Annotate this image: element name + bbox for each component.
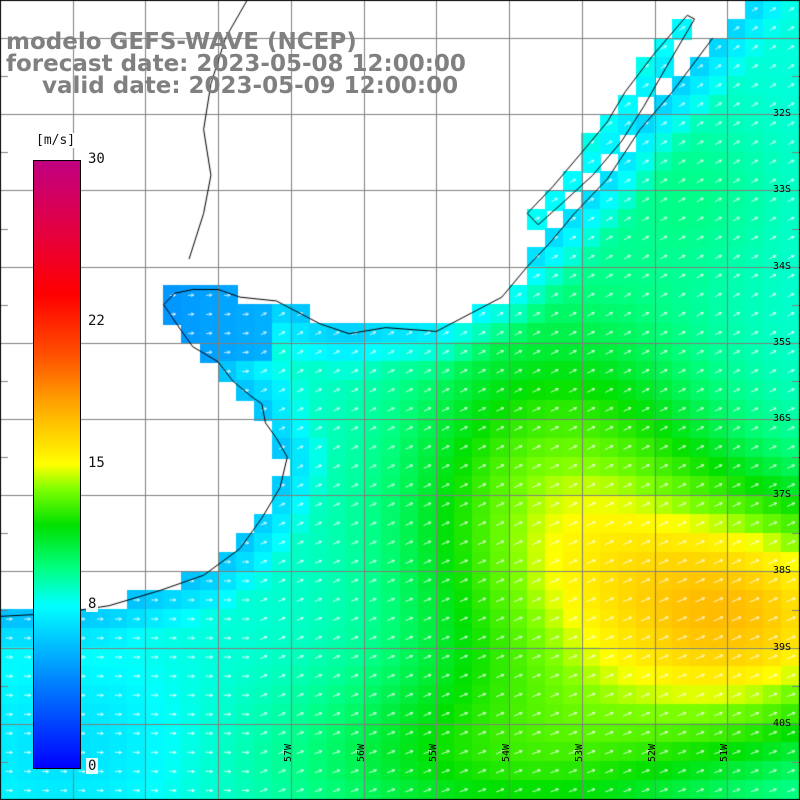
longitude-label: 53W xyxy=(573,743,585,762)
latitude-label: 40S xyxy=(773,717,792,729)
colorbar-tick-label: 22 xyxy=(86,312,107,329)
valid-date: valid date: 2023-05-09 12:00:00 xyxy=(42,73,459,99)
model-title: modelo GEFS-WAVE (NCEP) xyxy=(6,29,357,55)
longitude-label: 52W xyxy=(646,743,658,762)
latitude-label: 35S xyxy=(773,336,792,348)
latitude-label: 36S xyxy=(773,413,792,425)
latitude-label: 33S xyxy=(773,184,792,196)
longitude-label: 55W xyxy=(428,743,440,762)
latitude-label: 38S xyxy=(773,565,792,577)
colorbar-unit: [m/s] xyxy=(34,133,78,148)
colorbar xyxy=(33,160,81,769)
latitude-label: 32S xyxy=(773,108,792,120)
colorbar-tick-label: 30 xyxy=(86,151,107,167)
colorbar-tick-label: 0 xyxy=(86,758,99,774)
longitude-label: 56W xyxy=(355,743,367,762)
longitude-label: 54W xyxy=(501,743,513,762)
longitude-label: 51W xyxy=(719,743,731,762)
colorbar-tick-label: 8 xyxy=(86,596,99,613)
longitude-label: 57W xyxy=(282,743,294,762)
latitude-label: 34S xyxy=(773,260,792,272)
latitude-label: 39S xyxy=(773,641,792,653)
latitude-label: 37S xyxy=(773,489,792,501)
colorbar-tick-label: 15 xyxy=(86,454,107,471)
forecast-date: forecast date: 2023-05-08 12:00:00 xyxy=(6,51,466,77)
